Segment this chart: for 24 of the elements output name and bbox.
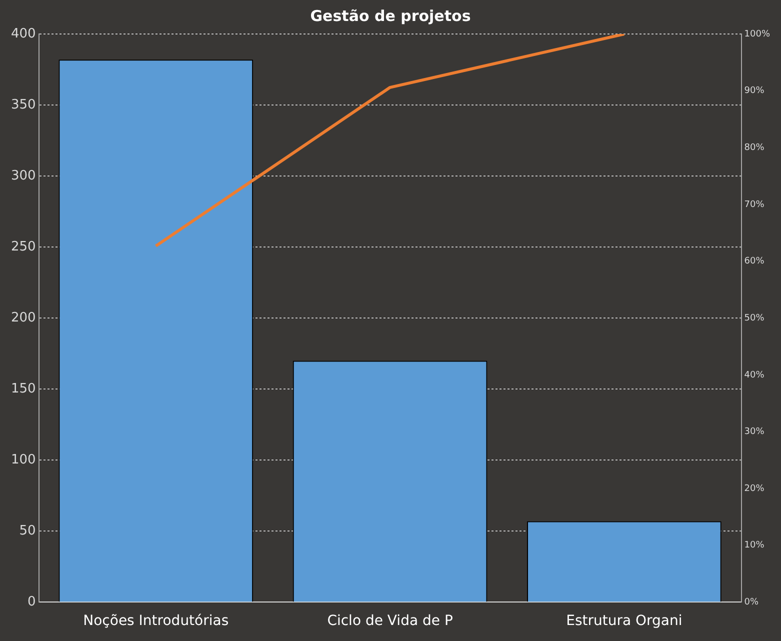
x-tick-label: Noções Introdutórias — [83, 613, 229, 630]
y-tick-label: 50 — [19, 524, 36, 539]
y-tick-label: 250 — [10, 239, 36, 254]
chart-title: Gestão de projetos — [310, 6, 471, 25]
y2-tick-label: 40% — [744, 370, 765, 380]
x-tick-label: Estrutura Organi — [566, 613, 682, 630]
y-tick-label: 0 — [28, 594, 36, 610]
x-tick-label: Ciclo de Vida de P — [327, 613, 453, 630]
y2-tick-label: 80% — [744, 142, 765, 153]
y2-tick-label: 50% — [744, 313, 765, 324]
y2-tick-label: 30% — [744, 427, 765, 438]
y2-tick-label: 0% — [744, 598, 759, 608]
y-tick-label: 300 — [10, 168, 36, 184]
y-tick-label: 100 — [10, 452, 36, 468]
y2-tick-label: 90% — [744, 86, 765, 96]
y2-tick-label: 60% — [744, 256, 765, 267]
y2-tick-label: 20% — [744, 484, 765, 494]
y-tick-label: 350 — [10, 97, 36, 112]
y2-tick-label: 10% — [744, 540, 765, 551]
y-tick-label: 150 — [10, 382, 36, 396]
y2-tick-label: 70% — [744, 200, 765, 210]
y-tick-label: 400 — [10, 26, 36, 42]
y2-tick-label: 100% — [744, 29, 770, 40]
y-tick-label: 200 — [10, 310, 36, 326]
